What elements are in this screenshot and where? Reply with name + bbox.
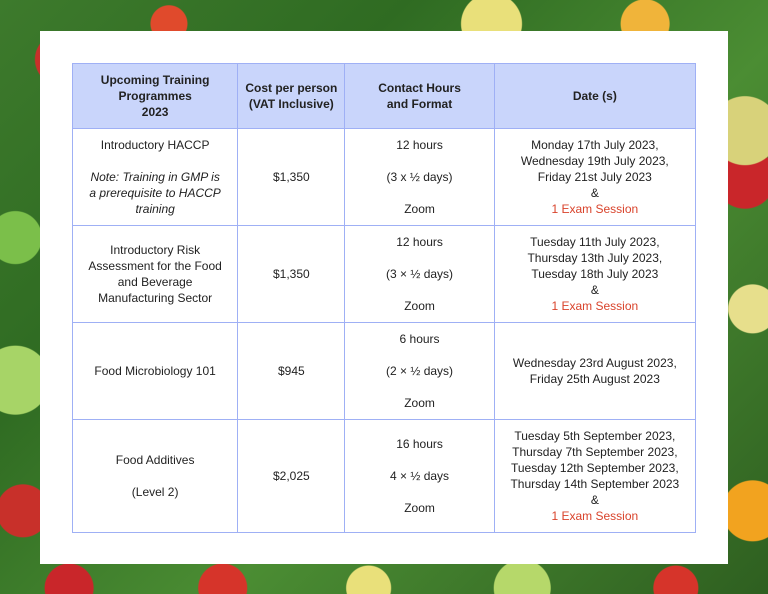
programme-level: (Level 2) bbox=[131, 485, 179, 499]
hours-cell: 16 hours 4 × ½ days Zoom bbox=[344, 419, 495, 533]
hours-cell: 6 hours (2 × ½ days) Zoom bbox=[344, 322, 495, 420]
programme-note: training bbox=[135, 202, 175, 216]
dates-cell: Tuesday 11th July 2023, Thursday 13th Ju… bbox=[493, 225, 697, 323]
contact-hours: 16 hours bbox=[396, 437, 443, 451]
date-entry: Tuesday 5th September 2023, bbox=[514, 429, 676, 443]
hours-cell: 12 hours (3 x ½ days) Zoom bbox=[344, 128, 495, 226]
delivery-mode: Zoom bbox=[404, 396, 435, 410]
delivery-mode: Zoom bbox=[404, 501, 435, 515]
cost-cell: $1,350 bbox=[237, 128, 346, 226]
session-format: 4 × ½ days bbox=[390, 469, 450, 483]
header-dates: Date (s) bbox=[493, 63, 697, 129]
cost-cell: $945 bbox=[237, 322, 346, 420]
dates-cell: Tuesday 5th September 2023, Thursday 7th… bbox=[493, 419, 697, 533]
header-programme: Upcoming Training Programmes 2023 bbox=[71, 63, 239, 129]
date-entry: Tuesday 12th September 2023, bbox=[510, 461, 679, 475]
programme-cell: Introductory HACCP Note: Training in GMP… bbox=[71, 128, 239, 226]
exam-session: 1 Exam Session bbox=[551, 299, 639, 313]
programme-name: Manufacturing Sector bbox=[98, 291, 213, 305]
header-programme-line: Programmes bbox=[118, 89, 192, 103]
ampersand: & bbox=[590, 186, 599, 200]
programme-name: Assessment for the Food bbox=[88, 259, 222, 273]
ampersand: & bbox=[590, 493, 599, 507]
cost-cell: $2,025 bbox=[237, 419, 346, 533]
programme-note: a prerequisite to HACCP bbox=[89, 186, 221, 200]
date-entry: Wednesday 23rd August 2023, bbox=[512, 356, 677, 370]
programme-note: Note: Training in GMP is bbox=[90, 170, 220, 184]
programme-name: Introductory Risk bbox=[110, 243, 201, 257]
table-header-row: Upcoming Training Programmes 2023 Cost p… bbox=[71, 63, 697, 129]
session-format: (3 × ½ days) bbox=[386, 267, 454, 281]
header-hours-line: and Format bbox=[386, 97, 453, 111]
delivery-mode: Zoom bbox=[404, 202, 435, 216]
date-entry: Thursday 7th September 2023, bbox=[512, 445, 678, 459]
programme-cell: Food Microbiology 101 bbox=[71, 322, 239, 420]
date-entry: Monday 17th July 2023, bbox=[531, 138, 659, 152]
dates-cell: Monday 17th July 2023, Wednesday 19th Ju… bbox=[493, 128, 697, 226]
programme-cell: Introductory Risk Assessment for the Foo… bbox=[71, 225, 239, 323]
session-format: (3 x ½ days) bbox=[386, 170, 453, 184]
header-cost-line: Cost per person bbox=[245, 81, 338, 95]
cost-cell: $1,350 bbox=[237, 225, 346, 323]
date-entry: Tuesday 18th July 2023 bbox=[531, 267, 659, 281]
table-row: Food Additives (Level 2) $2,025 16 hours… bbox=[71, 419, 697, 533]
header-cost: Cost per person (VAT Inclusive) bbox=[237, 63, 346, 129]
training-schedule-table: Upcoming Training Programmes 2023 Cost p… bbox=[71, 63, 697, 533]
header-hours: Contact Hours and Format bbox=[344, 63, 495, 129]
contact-hours: 12 hours bbox=[396, 138, 443, 152]
ampersand: & bbox=[590, 283, 599, 297]
date-entry: Tuesday 11th July 2023, bbox=[530, 235, 660, 249]
table-row: Introductory Risk Assessment for the Foo… bbox=[71, 225, 697, 323]
hours-cell: 12 hours (3 × ½ days) Zoom bbox=[344, 225, 495, 323]
session-format: (2 × ½ days) bbox=[386, 364, 454, 378]
contact-hours: 12 hours bbox=[396, 235, 443, 249]
header-programme-line: Upcoming Training bbox=[100, 73, 210, 87]
programme-name: Introductory HACCP bbox=[100, 138, 210, 152]
delivery-mode: Zoom bbox=[404, 299, 435, 313]
header-programme-line: 2023 bbox=[141, 105, 169, 119]
dates-cell: Wednesday 23rd August 2023, Friday 25th … bbox=[493, 322, 697, 420]
header-hours-line: Contact Hours bbox=[378, 81, 461, 95]
programme-name: Food Additives bbox=[115, 453, 195, 467]
programme-cell: Food Additives (Level 2) bbox=[71, 419, 239, 533]
programme-name: and Beverage bbox=[117, 275, 193, 289]
header-cost-line: (VAT Inclusive) bbox=[248, 97, 334, 111]
date-entry: Wednesday 19th July 2023, bbox=[520, 154, 669, 168]
table-row: Introductory HACCP Note: Training in GMP… bbox=[71, 128, 697, 226]
table-row: Food Microbiology 101 $945 6 hours (2 × … bbox=[71, 322, 697, 420]
exam-session: 1 Exam Session bbox=[551, 509, 639, 523]
exam-session: 1 Exam Session bbox=[551, 202, 639, 216]
date-entry: Thursday 13th July 2023, bbox=[527, 251, 663, 265]
date-entry: Friday 21st July 2023 bbox=[537, 170, 652, 184]
content-panel: Upcoming Training Programmes 2023 Cost p… bbox=[40, 31, 728, 564]
contact-hours: 6 hours bbox=[399, 332, 440, 346]
date-entry: Friday 25th August 2023 bbox=[529, 372, 660, 386]
date-entry: Thursday 14th September 2023 bbox=[510, 477, 680, 491]
